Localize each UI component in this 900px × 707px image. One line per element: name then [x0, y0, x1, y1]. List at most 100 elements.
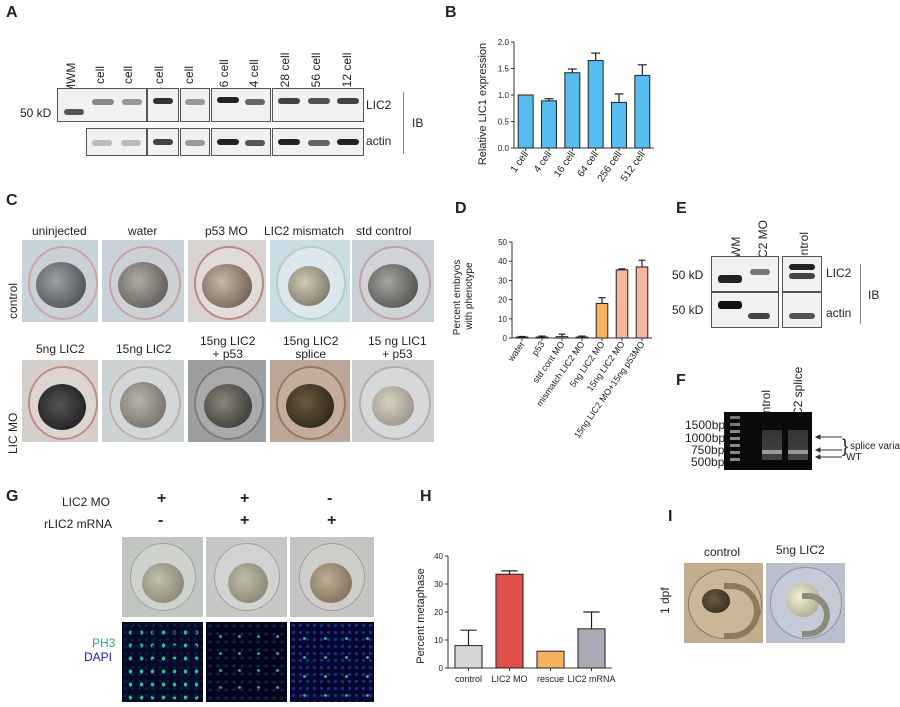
embryo-image	[122, 537, 203, 617]
bar	[536, 650, 565, 669]
column-label: control	[704, 545, 741, 559]
panel-i-label: I	[668, 508, 673, 525]
blot-band	[308, 140, 330, 146]
condition-label: p53 MO	[205, 224, 248, 238]
bar	[555, 336, 569, 339]
row-label: rLIC2 mRNA	[44, 517, 113, 531]
y-tick-label: 0.0	[498, 144, 510, 153]
x-tick-label: 512 cell	[619, 149, 648, 184]
gel-arrows	[814, 434, 842, 460]
blot-band	[245, 99, 265, 105]
marker-label: 50 kD	[672, 268, 704, 282]
ib-label: IB	[412, 116, 424, 130]
condition-label: 15ng LIC2 splice	[283, 334, 339, 361]
blot-lic2-a2	[147, 88, 179, 122]
blot-band	[245, 140, 265, 146]
ladder-label: 1000bp	[685, 431, 726, 445]
x-tick-label: water	[505, 339, 526, 364]
chart-h: Percent metaphase 0 10 20 30 40 control LIC2 M…	[415, 552, 616, 684]
embryo-image	[102, 360, 184, 442]
ladder-label: 750bp	[691, 443, 725, 457]
bar	[634, 74, 651, 149]
condition-label: std control	[356, 224, 412, 238]
embryo-image	[270, 240, 350, 322]
blot-actin-e2	[782, 292, 822, 328]
blot-lic2-a3	[180, 88, 210, 122]
bar	[495, 573, 524, 669]
x-tick-label: 1 cell	[509, 149, 531, 174]
blot-band	[121, 140, 141, 146]
row-label: actin	[366, 134, 392, 148]
x-tick-label: control	[455, 674, 482, 684]
panel-a-label: A	[6, 4, 18, 21]
bar	[635, 266, 649, 339]
row-label: actin	[826, 306, 852, 320]
embryo-image	[684, 563, 763, 643]
fluorescence-image	[122, 622, 203, 702]
blot-band	[92, 99, 114, 105]
bar	[587, 60, 604, 149]
y-tick-label: 0	[503, 334, 508, 343]
y-tick-label: 10	[434, 636, 443, 645]
fluorescence-image	[290, 622, 374, 702]
blot-band	[718, 301, 742, 309]
blot-band	[153, 139, 173, 145]
stain-label-ph3: PH3	[92, 636, 116, 650]
annotation: WT	[846, 452, 862, 463]
y-tick-label: 50	[498, 238, 507, 247]
condition-label: LIC2 mismatch	[264, 224, 345, 238]
row-label-control: control	[6, 282, 20, 319]
y-axis-label: Relative LIC1 expression	[477, 43, 489, 165]
embryo-image	[188, 240, 266, 322]
y-tick-label: 1.0	[498, 91, 510, 100]
blot-band	[217, 139, 239, 145]
stain-label-dapi: DAPI	[84, 650, 113, 664]
y-tick-label: 20	[498, 296, 507, 305]
bar	[575, 336, 589, 339]
y-tick-label: 40	[498, 257, 507, 266]
blot-lic2-e2	[782, 256, 822, 292]
ladder-label: 1500bp	[685, 418, 726, 432]
embryo-image	[102, 240, 184, 322]
marker-label: 50 kD	[672, 303, 704, 317]
blot-band	[308, 98, 330, 104]
row-label: 1 dpf	[658, 587, 672, 614]
brace-icon: }	[842, 436, 849, 456]
y-tick-label: 10	[498, 315, 507, 324]
x-tick-label: 4 cell	[532, 149, 554, 174]
embryo-image	[290, 537, 374, 617]
y-tick-label: 2.0	[498, 38, 510, 47]
chart-d: Percent embryos with phenotype 0 10 20 30 40…	[452, 238, 652, 440]
panel-e-label: E	[676, 200, 687, 217]
blot-band	[64, 109, 84, 115]
x-tick-label: LIC2 mRNA	[567, 674, 615, 684]
embryo-image	[22, 360, 98, 442]
condition-label: water	[128, 224, 158, 238]
row-label-lic-mo: LIC MO	[6, 412, 20, 454]
blot-band	[748, 313, 770, 319]
y-tick-label: 30	[498, 276, 507, 285]
y-axis-label: Percent embryos with phenotype	[452, 257, 475, 335]
blot-lic2-a4	[211, 88, 271, 122]
panel-b-label: B	[445, 4, 457, 21]
row-label: LIC2	[366, 98, 392, 112]
blot-band	[185, 99, 205, 105]
blot-band	[278, 139, 300, 145]
blot-band	[789, 264, 815, 270]
x-tick-label: p53	[530, 339, 547, 357]
ladder-label: 500bp	[691, 455, 725, 469]
row-label: LIC2	[826, 266, 852, 280]
y-tick-label: 0.5	[498, 118, 510, 127]
x-tick-label: 16 cell	[552, 149, 578, 179]
y-tick-label: 20	[434, 608, 443, 617]
blot-band	[92, 140, 112, 146]
ib-label: IB	[868, 288, 880, 302]
embryo-image	[22, 240, 98, 322]
condition-label: 15 ng LIC1 + p53	[368, 334, 427, 361]
chart-h-marks: 0 10 20 30 40 control LIC2 MO rescue LIC2 mRNA	[434, 552, 615, 684]
bar	[577, 628, 606, 669]
fluorescence-image	[206, 622, 287, 702]
y-axis-label: Percent metaphase	[415, 568, 427, 663]
plus-minus: +	[240, 512, 250, 529]
